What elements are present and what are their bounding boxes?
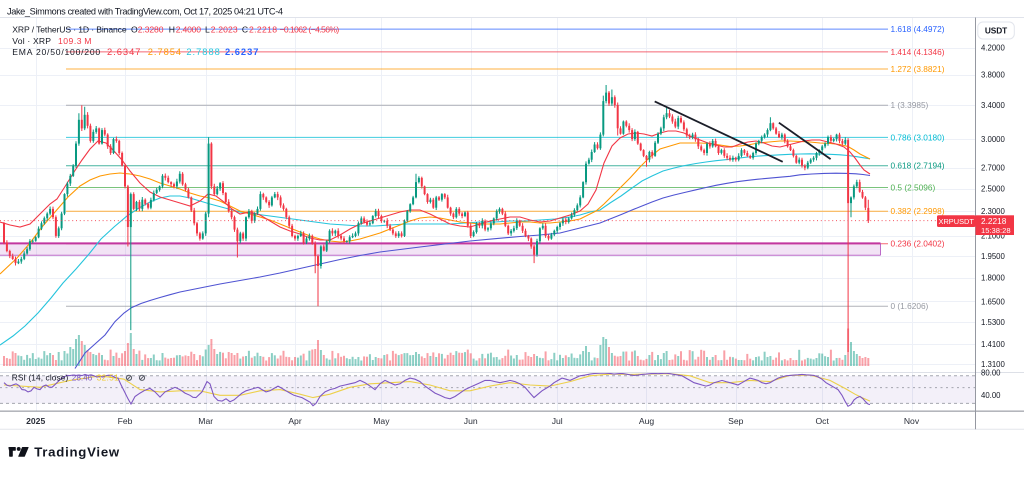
svg-text:2.2218: 2.2218 [249,25,277,35]
svg-text:TradingView: TradingView [34,445,120,460]
svg-text:Aug: Aug [639,416,655,426]
svg-text:2.7854: 2.7854 [148,47,181,57]
svg-text:15:38:28: 15:38:28 [981,226,1011,235]
svg-text:2.5000: 2.5000 [981,184,1006,193]
svg-text:1.6500: 1.6500 [981,297,1006,306]
svg-text:0.236 (2.0402): 0.236 (2.0402) [891,239,945,249]
svg-text:Jul: Jul [552,416,563,426]
svg-text:May: May [373,416,390,426]
svg-text:Oct: Oct [816,416,830,426]
svg-text:1.5300: 1.5300 [981,318,1006,327]
svg-text:2025: 2025 [26,416,45,426]
svg-text:80.00: 80.00 [981,368,1001,377]
svg-text:1.618 (4.4972): 1.618 (4.4972) [891,24,945,34]
svg-text:3.0000: 3.0000 [981,135,1006,144]
svg-text:L: L [205,25,210,35]
svg-text:2.3280: 2.3280 [138,25,164,35]
svg-text:3.4000: 3.4000 [981,101,1006,110]
svg-text:Sep: Sep [728,416,744,426]
svg-text:−0.1062 (−4.56%): −0.1062 (−4.56%) [280,25,340,35]
svg-text:O: O [131,25,138,35]
svg-text:2.1000: 2.1000 [981,232,1006,241]
svg-text:2.6347: 2.6347 [107,47,140,57]
svg-text:3.8000: 3.8000 [981,71,1006,80]
svg-text:32.51: 32.51 [97,373,119,383]
svg-text:Apr: Apr [288,416,302,426]
svg-text:0.786 (3.0180): 0.786 (3.0180) [891,132,945,142]
svg-text:Nov: Nov [904,416,920,426]
svg-text:Jun: Jun [464,416,478,426]
svg-text:1.272 (3.8821): 1.272 (3.8821) [891,64,945,74]
svg-text:XRPUSDT: XRPUSDT [939,217,975,226]
svg-text:28.46: 28.46 [72,373,93,383]
svg-text:RSI (14, close): RSI (14, close) [12,373,69,383]
svg-text:40.00: 40.00 [981,391,1001,400]
svg-text:XRP / TetherUS · 1D · Binance: XRP / TetherUS · 1D · Binance [12,25,127,35]
svg-text:2.2218: 2.2218 [981,216,1007,226]
svg-text:1.3100: 1.3100 [981,360,1006,369]
svg-text:4.2000: 4.2000 [981,43,1006,52]
svg-text:Vol · XRP: Vol · XRP [12,36,51,46]
svg-text:EMA 20/50/100/200: EMA 20/50/100/200 [12,47,100,57]
svg-text:2.6237: 2.6237 [225,47,258,57]
svg-text:109.3 M: 109.3 M [58,36,91,46]
svg-text:Jake_Simmons created with Trad: Jake_Simmons created with TradingView.co… [7,6,283,16]
svg-text:1.8000: 1.8000 [981,274,1006,283]
svg-text:2.3000: 2.3000 [981,207,1006,216]
svg-text:2.4000: 2.4000 [176,25,201,35]
svg-text:2.2023: 2.2023 [211,25,238,35]
svg-text:H: H [169,25,175,35]
svg-text:1 (3.3985): 1 (3.3985) [891,100,929,110]
svg-text:C: C [242,25,248,35]
svg-text:Mar: Mar [198,416,213,426]
svg-text:2.7000: 2.7000 [981,164,1006,173]
svg-text:0.5 (2.5096): 0.5 (2.5096) [891,182,936,192]
svg-text:1.9500: 1.9500 [981,252,1006,261]
svg-text:2.7888: 2.7888 [186,47,219,57]
svg-text:1.4100: 1.4100 [981,340,1006,349]
svg-text:0.618 (2.7194): 0.618 (2.7194) [891,161,945,171]
svg-text:1.414 (4.1346): 1.414 (4.1346) [891,47,945,57]
svg-text:0 (1.6206): 0 (1.6206) [891,301,929,311]
svg-text:Feb: Feb [118,416,133,426]
svg-text:0.382 (2.2998): 0.382 (2.2998) [891,206,945,216]
svg-text:USDT: USDT [985,26,1007,36]
